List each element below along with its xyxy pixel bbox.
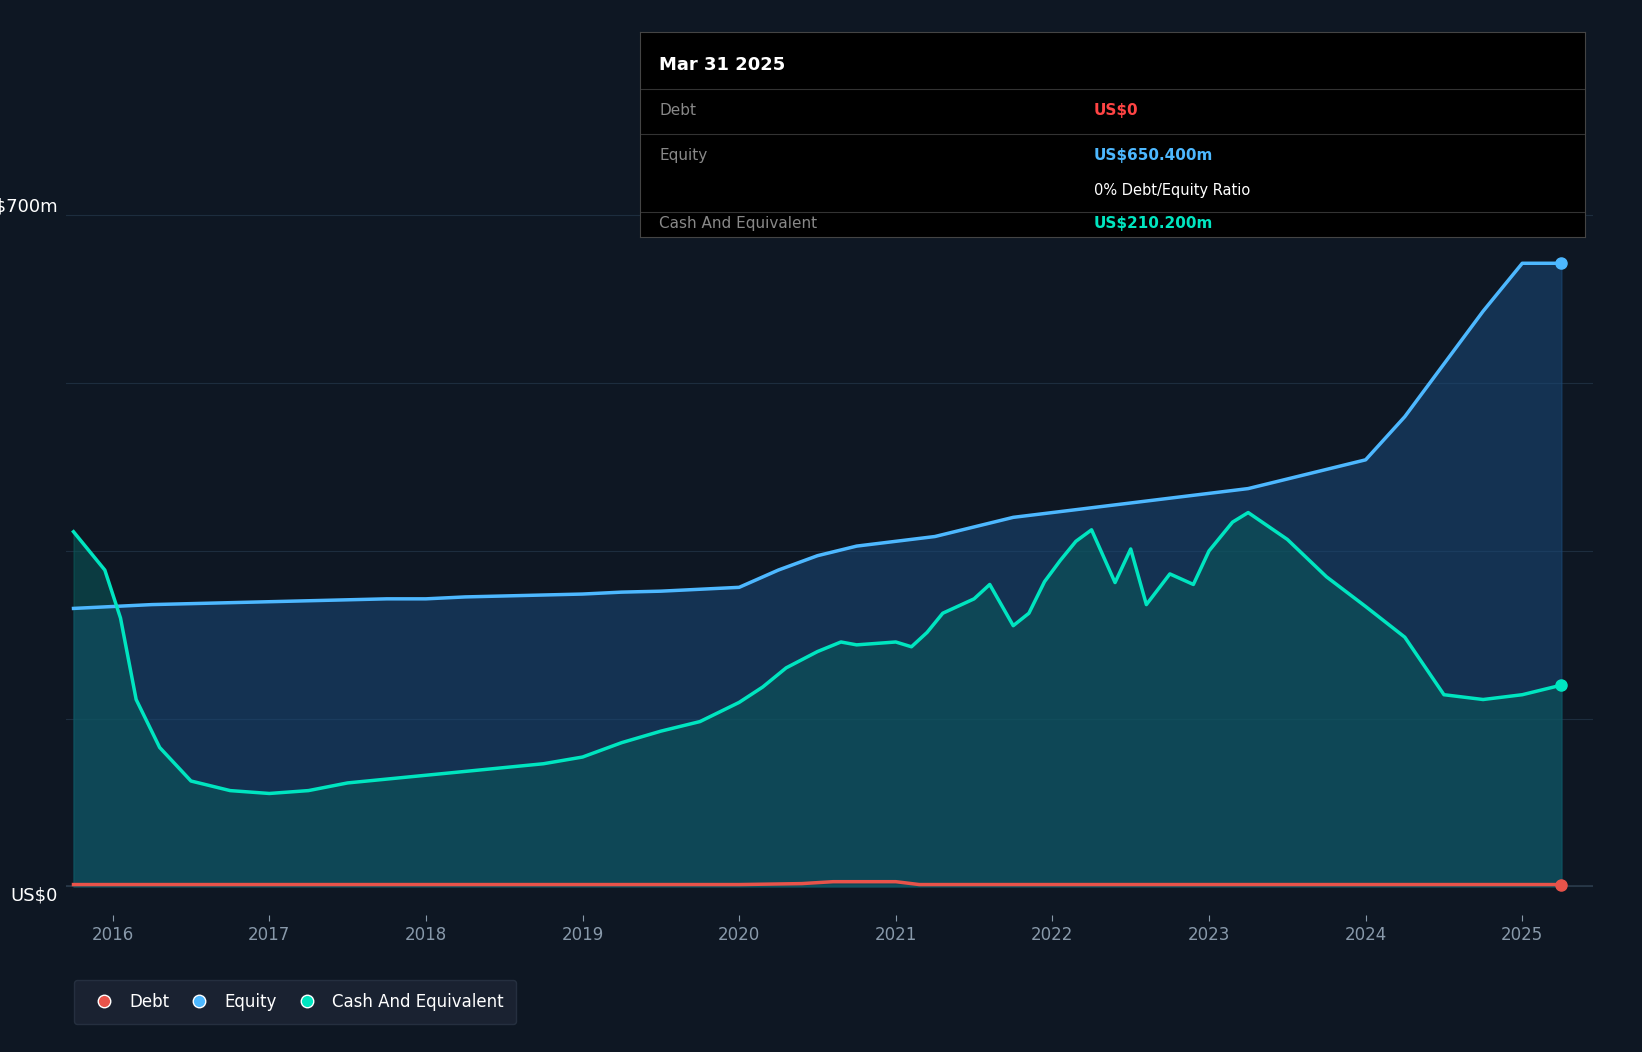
Text: Cash And Equivalent: Cash And Equivalent <box>660 216 818 231</box>
Text: US$0: US$0 <box>1094 103 1138 119</box>
Text: US$700m: US$700m <box>0 198 57 216</box>
Text: 0% Debt/Equity Ratio: 0% Debt/Equity Ratio <box>1094 183 1250 199</box>
Legend: Debt, Equity, Cash And Equivalent: Debt, Equity, Cash And Equivalent <box>74 979 517 1025</box>
Text: Debt: Debt <box>660 103 696 119</box>
Text: US$0: US$0 <box>10 887 57 905</box>
Text: US$650.400m: US$650.400m <box>1094 148 1213 163</box>
Text: US$210.200m: US$210.200m <box>1094 216 1213 231</box>
Text: Equity: Equity <box>660 148 708 163</box>
Text: Mar 31 2025: Mar 31 2025 <box>660 56 785 75</box>
